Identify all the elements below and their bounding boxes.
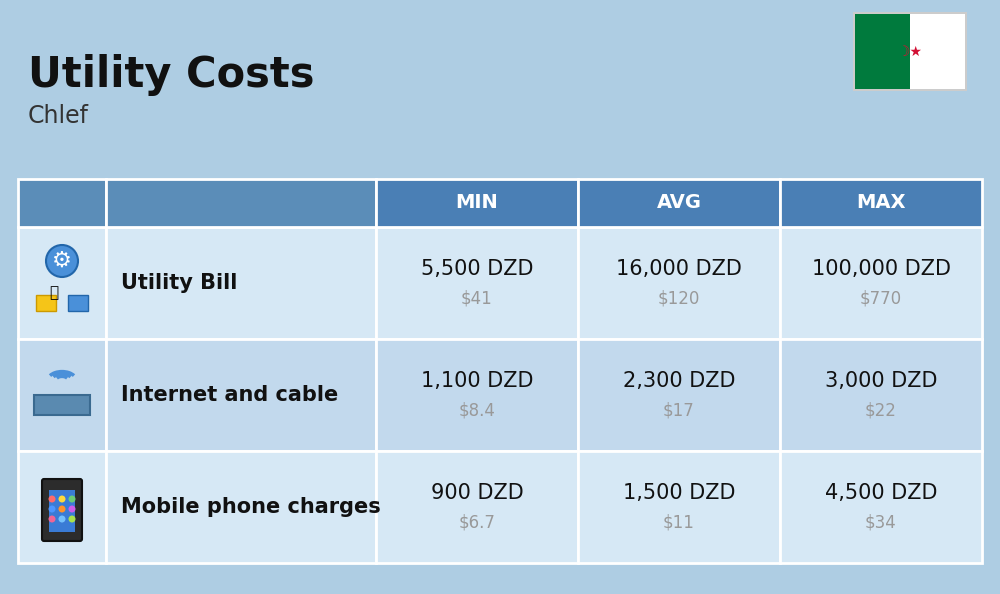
Text: 16,000 DZD: 16,000 DZD bbox=[616, 259, 742, 279]
Bar bbox=[376, 227, 578, 339]
Text: 👤: 👤 bbox=[49, 286, 59, 301]
Bar bbox=[578, 339, 780, 451]
Bar bbox=[578, 179, 780, 227]
Bar bbox=[853, 12, 967, 91]
Text: 900 DZD: 900 DZD bbox=[431, 483, 523, 503]
Bar bbox=[376, 339, 578, 451]
Text: MIN: MIN bbox=[456, 194, 498, 213]
Text: $34: $34 bbox=[865, 514, 897, 532]
Bar bbox=[106, 179, 376, 227]
Bar bbox=[578, 451, 780, 563]
Bar bbox=[780, 227, 982, 339]
Bar bbox=[106, 339, 376, 451]
Text: Mobile phone charges: Mobile phone charges bbox=[121, 497, 381, 517]
Bar bbox=[18, 339, 106, 451]
Bar bbox=[780, 451, 982, 563]
FancyBboxPatch shape bbox=[42, 479, 82, 541]
Circle shape bbox=[58, 505, 66, 513]
Bar bbox=[855, 14, 910, 89]
Bar bbox=[34, 395, 90, 415]
Text: 1,100 DZD: 1,100 DZD bbox=[421, 371, 533, 391]
Text: 5,500 DZD: 5,500 DZD bbox=[421, 259, 533, 279]
Circle shape bbox=[46, 245, 78, 277]
Bar bbox=[780, 339, 982, 451]
Text: Utility Bill: Utility Bill bbox=[121, 273, 237, 293]
Circle shape bbox=[68, 505, 76, 513]
Circle shape bbox=[48, 516, 56, 523]
Circle shape bbox=[48, 495, 56, 503]
Bar bbox=[376, 451, 578, 563]
Text: AVG: AVG bbox=[656, 194, 702, 213]
Bar bbox=[106, 227, 376, 339]
Circle shape bbox=[68, 516, 76, 523]
Bar bbox=[18, 227, 106, 339]
Bar bbox=[106, 451, 376, 563]
Text: 4,500 DZD: 4,500 DZD bbox=[825, 483, 937, 503]
Text: 1,500 DZD: 1,500 DZD bbox=[623, 483, 735, 503]
Bar bbox=[18, 451, 106, 563]
Text: $6.7: $6.7 bbox=[459, 514, 495, 532]
Text: $11: $11 bbox=[663, 514, 695, 532]
Text: 2,300 DZD: 2,300 DZD bbox=[623, 371, 735, 391]
Bar bbox=[18, 179, 106, 227]
Circle shape bbox=[58, 516, 66, 523]
Bar bbox=[910, 14, 965, 89]
Bar bbox=[49, 490, 75, 532]
Bar bbox=[578, 227, 780, 339]
Bar bbox=[376, 179, 578, 227]
Text: $770: $770 bbox=[860, 290, 902, 308]
Circle shape bbox=[68, 495, 76, 503]
Text: ⚙: ⚙ bbox=[52, 251, 72, 271]
Text: $22: $22 bbox=[865, 402, 897, 420]
Bar bbox=[68, 295, 88, 311]
Bar bbox=[36, 295, 56, 311]
Circle shape bbox=[48, 505, 56, 513]
Text: Utility Costs: Utility Costs bbox=[28, 54, 314, 96]
Text: $17: $17 bbox=[663, 402, 695, 420]
Circle shape bbox=[58, 495, 66, 503]
Bar bbox=[780, 179, 982, 227]
Text: ☽★: ☽★ bbox=[898, 45, 922, 58]
Text: $8.4: $8.4 bbox=[459, 402, 495, 420]
Text: 100,000 DZD: 100,000 DZD bbox=[812, 259, 950, 279]
Text: Chlef: Chlef bbox=[28, 104, 89, 128]
Text: $120: $120 bbox=[658, 290, 700, 308]
Text: $41: $41 bbox=[461, 290, 493, 308]
Text: MAX: MAX bbox=[856, 194, 906, 213]
Text: Internet and cable: Internet and cable bbox=[121, 385, 338, 405]
Text: 3,000 DZD: 3,000 DZD bbox=[825, 371, 937, 391]
